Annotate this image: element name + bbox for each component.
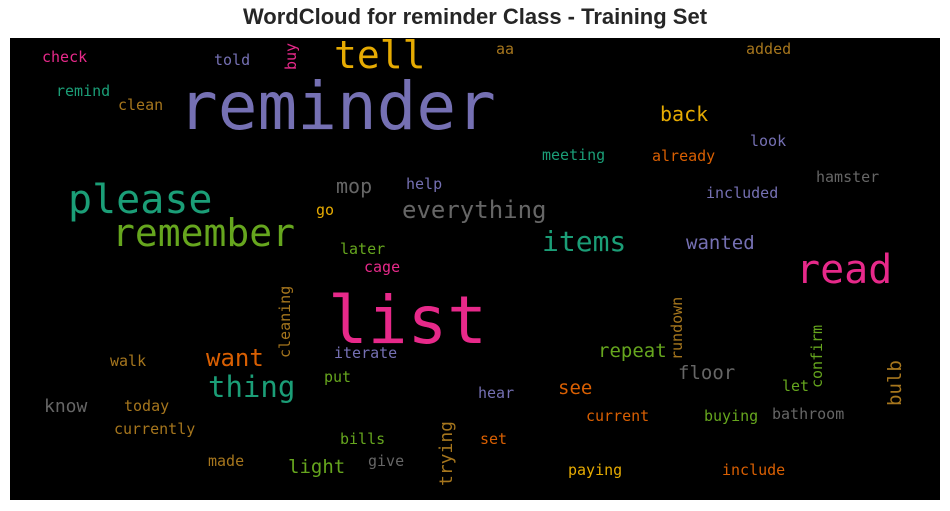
word: hear [478, 384, 515, 402]
word-cloud: reminder list please remember tell read … [10, 38, 940, 500]
word: repeat [598, 340, 667, 362]
word: later [340, 240, 386, 258]
word: paying [568, 461, 623, 479]
word: trying [436, 420, 457, 486]
word: included [706, 184, 779, 202]
word: made [208, 452, 245, 470]
word: tell [334, 38, 426, 77]
word: rundown [668, 296, 686, 360]
word: currently [114, 420, 196, 438]
word: set [480, 430, 508, 448]
word: know [44, 396, 88, 417]
word: added [746, 40, 792, 58]
word: walk [110, 352, 147, 370]
word: bills [340, 430, 386, 448]
word: let [782, 377, 810, 395]
word: floor [678, 362, 736, 384]
word: confirm [808, 324, 826, 388]
word: help [406, 175, 443, 193]
word: today [124, 397, 170, 415]
word: list [328, 282, 487, 359]
word: bathroom [772, 405, 845, 423]
word: include [722, 461, 786, 479]
word: already [652, 147, 716, 165]
word: please [68, 177, 213, 223]
word: give [368, 452, 405, 470]
word: told [214, 51, 251, 69]
word: clean [118, 96, 164, 114]
word: put [324, 368, 352, 386]
word: bulb [884, 360, 906, 406]
word: buying [704, 407, 759, 425]
word: want [206, 344, 264, 372]
word: read [796, 247, 893, 293]
word: check [42, 48, 88, 66]
word: buy [282, 42, 300, 70]
word: meeting [542, 146, 606, 164]
word: iterate [334, 344, 398, 362]
word: back [660, 102, 709, 126]
word: mop [336, 174, 373, 198]
word: cleaning [276, 285, 294, 358]
word: remember [112, 211, 296, 255]
word: current [586, 407, 650, 425]
word: hamster [816, 168, 880, 186]
chart-title: WordCloud for reminder Class - Training … [242, 4, 708, 29]
word: aa [496, 40, 515, 58]
word: see [558, 377, 593, 399]
word: light [288, 456, 346, 478]
word: reminder [178, 68, 496, 145]
word: go [316, 201, 335, 219]
word: items [542, 225, 627, 258]
word: remind [56, 82, 111, 100]
word: thing [208, 370, 296, 404]
word: cage [364, 258, 401, 276]
word: everything [402, 196, 547, 224]
word: look [750, 132, 787, 150]
word: wanted [686, 232, 755, 254]
